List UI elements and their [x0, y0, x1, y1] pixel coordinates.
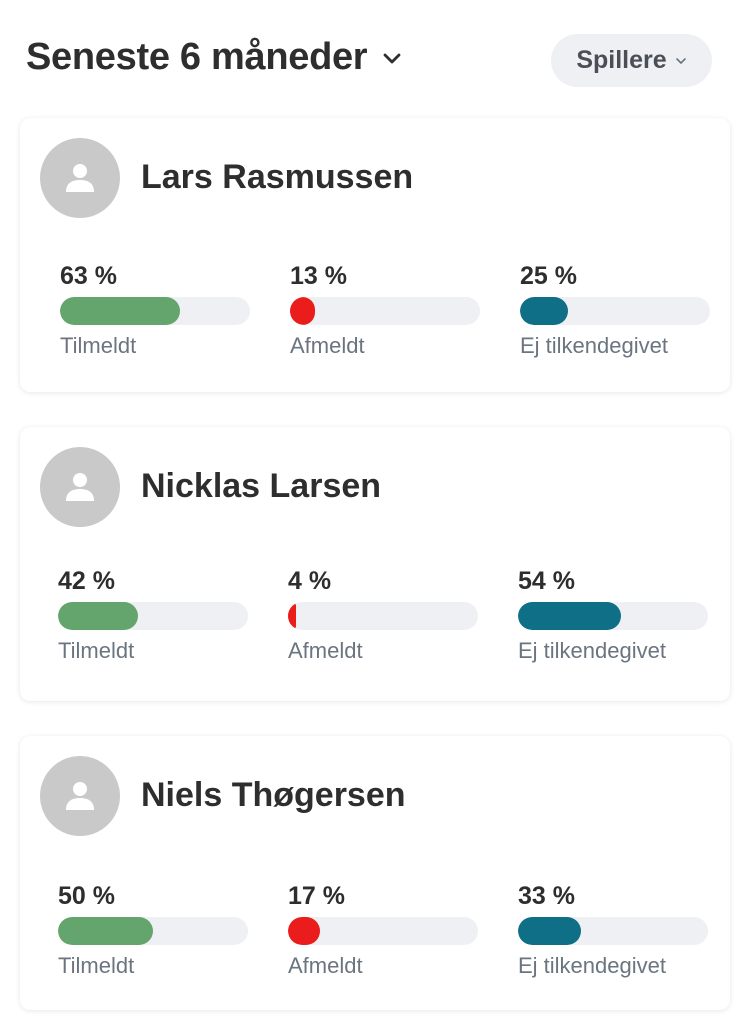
progress-track: [288, 602, 478, 630]
progress-fill: [58, 602, 138, 630]
progress-fill: [520, 297, 568, 325]
stat-registered: 63 % Tilmeldt: [60, 260, 250, 359]
user-icon: [62, 160, 98, 196]
stat-percentage: 63 %: [60, 262, 117, 290]
progress-fill: [290, 297, 315, 325]
player-name: Nicklas Larsen: [141, 467, 382, 505]
progress-fill: [288, 917, 320, 945]
stat-label: Ej tilkendegivet: [520, 333, 668, 358]
progress-fill: [288, 602, 296, 630]
stat-label: Ej tilkendegivet: [518, 953, 666, 978]
progress-track: [518, 917, 708, 945]
header: Seneste 6 måneder Spillere: [0, 0, 750, 118]
stat-unanswered: 25 % Ej tilkendegivet: [520, 260, 710, 359]
progress-fill: [60, 297, 180, 325]
stat-percentage: 13 %: [290, 262, 347, 290]
period-dropdown[interactable]: Seneste 6 måneder: [26, 36, 403, 79]
stat-percentage: 33 %: [518, 882, 575, 910]
stat-unanswered: 33 % Ej tilkendegivet: [518, 880, 708, 979]
stat-declined: 17 % Afmeldt: [288, 880, 478, 979]
chevron-down-icon: [675, 55, 687, 67]
stat-registered: 42 % Tilmeldt: [58, 565, 248, 664]
stat-label: Ej tilkendegivet: [518, 638, 666, 663]
attendance-stats: 42 % Tilmeldt 4 % Afmeldt 54 % Ej tilken…: [58, 565, 708, 675]
progress-fill: [518, 917, 581, 945]
filter-label: Spillere: [576, 46, 667, 74]
stat-label: Tilmeldt: [58, 953, 135, 978]
stat-percentage: 17 %: [288, 882, 345, 910]
stat-declined: 13 % Afmeldt: [290, 260, 480, 359]
stat-registered: 50 % Tilmeldt: [58, 880, 248, 979]
attendance-stats: 63 % Tilmeldt 13 % Afmeldt 25 % Ej tilke…: [60, 260, 710, 370]
progress-track: [60, 297, 250, 325]
stat-label: Tilmeldt: [58, 638, 135, 663]
stat-label: Afmeldt: [290, 333, 365, 358]
player-card[interactable]: Niels Thøgersen 50 % Tilmeldt 17 % Afmel…: [20, 736, 730, 1010]
player-card[interactable]: Nicklas Larsen 42 % Tilmeldt 4 % Afmeldt…: [20, 427, 730, 701]
stat-percentage: 54 %: [518, 567, 575, 595]
progress-fill: [518, 602, 621, 630]
chevron-down-icon: [381, 47, 403, 69]
progress-fill: [58, 917, 153, 945]
user-icon: [62, 778, 98, 814]
user-icon: [62, 469, 98, 505]
player-name: Niels Thøgersen: [141, 776, 406, 814]
period-title: Seneste 6 måneder: [26, 36, 368, 78]
stat-percentage: 4 %: [288, 567, 332, 595]
progress-track: [58, 917, 248, 945]
player-name: Lars Rasmussen: [141, 158, 414, 196]
avatar: [40, 756, 120, 836]
stat-percentage: 25 %: [520, 262, 577, 290]
stat-label: Afmeldt: [288, 638, 363, 663]
stat-declined: 4 % Afmeldt: [288, 565, 478, 664]
progress-track: [520, 297, 710, 325]
players-filter-button[interactable]: Spillere: [551, 34, 712, 87]
stat-label: Afmeldt: [288, 953, 363, 978]
progress-track: [58, 602, 248, 630]
stat-percentage: 50 %: [58, 882, 115, 910]
avatar: [40, 447, 120, 527]
avatar: [40, 138, 120, 218]
stat-percentage: 42 %: [58, 567, 115, 595]
progress-track: [290, 297, 480, 325]
player-card[interactable]: Lars Rasmussen 63 % Tilmeldt 13 % Afmeld…: [20, 118, 730, 392]
stat-label: Tilmeldt: [60, 333, 137, 358]
progress-track: [518, 602, 708, 630]
stat-unanswered: 54 % Ej tilkendegivet: [518, 565, 708, 664]
attendance-stats: 50 % Tilmeldt 17 % Afmeldt 33 % Ej tilke…: [58, 880, 708, 990]
progress-track: [288, 917, 478, 945]
